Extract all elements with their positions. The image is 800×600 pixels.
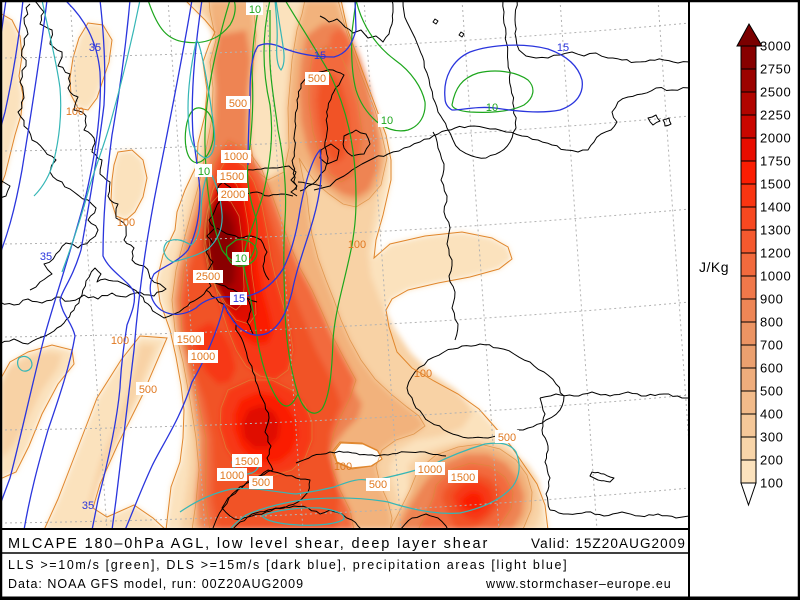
svg-text:Data: NOAA GFS model, run: 00Z: Data: NOAA GFS model, run: 00Z20AUG2009 — [8, 577, 304, 591]
svg-text:10: 10 — [198, 166, 210, 178]
svg-text:3000: 3000 — [760, 39, 791, 54]
svg-text:700: 700 — [760, 338, 784, 353]
svg-text:600: 600 — [760, 361, 784, 376]
svg-text:2000: 2000 — [760, 131, 791, 146]
svg-text:100: 100 — [66, 106, 84, 118]
svg-text:1500: 1500 — [451, 472, 475, 484]
svg-text:15: 15 — [233, 293, 245, 305]
svg-text:35: 35 — [40, 251, 52, 263]
svg-text:100: 100 — [117, 217, 135, 229]
svg-text:2500: 2500 — [760, 85, 791, 100]
svg-text:1500: 1500 — [760, 177, 791, 192]
svg-text:1000: 1000 — [418, 464, 442, 476]
svg-text:2500: 2500 — [196, 271, 220, 283]
svg-text:Valid: 15Z20AUG2009: Valid: 15Z20AUG2009 — [531, 536, 686, 551]
svg-text:500: 500 — [308, 73, 326, 85]
svg-text:400: 400 — [760, 407, 784, 422]
svg-text:1500: 1500 — [177, 334, 201, 346]
svg-text:2000: 2000 — [221, 189, 245, 201]
svg-text:900: 900 — [760, 292, 784, 307]
svg-text:1000: 1000 — [224, 151, 248, 163]
svg-text:1200: 1200 — [760, 246, 791, 261]
svg-text:1000: 1000 — [220, 470, 244, 482]
svg-text:100: 100 — [760, 476, 784, 491]
svg-text:500: 500 — [498, 432, 516, 444]
svg-text:1750: 1750 — [760, 154, 791, 169]
svg-text:2750: 2750 — [760, 62, 791, 77]
svg-text:100: 100 — [348, 239, 366, 251]
svg-text:100: 100 — [414, 368, 432, 380]
svg-text:300: 300 — [760, 430, 784, 445]
svg-text:15: 15 — [314, 50, 326, 62]
svg-text:1000: 1000 — [760, 269, 791, 284]
svg-text:LLS >=10m/s [green], DLS >=15m: LLS >=10m/s [green], DLS >=15m/s [dark b… — [8, 558, 568, 572]
svg-text:1000: 1000 — [191, 351, 215, 363]
svg-text:500: 500 — [229, 98, 247, 110]
svg-text:MLCAPE 180–0hPa AGL, low level: MLCAPE 180–0hPa AGL, low level shear, de… — [8, 536, 489, 552]
svg-text:500: 500 — [760, 384, 784, 399]
svg-text:1500: 1500 — [235, 456, 259, 468]
svg-text:10: 10 — [381, 115, 393, 127]
svg-text:100: 100 — [334, 461, 352, 473]
svg-text:1500: 1500 — [220, 171, 244, 183]
svg-text:www.stormchaser–europe.eu: www.stormchaser–europe.eu — [485, 577, 672, 591]
svg-text:35: 35 — [89, 42, 101, 54]
svg-text:15: 15 — [557, 42, 569, 54]
svg-text:10: 10 — [486, 102, 498, 114]
svg-text:800: 800 — [760, 315, 784, 330]
svg-text:10: 10 — [235, 253, 247, 265]
svg-text:500: 500 — [369, 479, 387, 491]
svg-text:1300: 1300 — [760, 223, 791, 238]
svg-text:500: 500 — [139, 384, 157, 396]
svg-text:100: 100 — [111, 335, 129, 347]
svg-text:2250: 2250 — [760, 108, 791, 123]
svg-text:J/Kg: J/Kg — [699, 259, 729, 275]
svg-text:35: 35 — [82, 500, 94, 512]
svg-text:1400: 1400 — [760, 200, 791, 215]
svg-text:200: 200 — [760, 453, 784, 468]
svg-text:10: 10 — [249, 4, 261, 16]
svg-text:500: 500 — [252, 477, 270, 489]
